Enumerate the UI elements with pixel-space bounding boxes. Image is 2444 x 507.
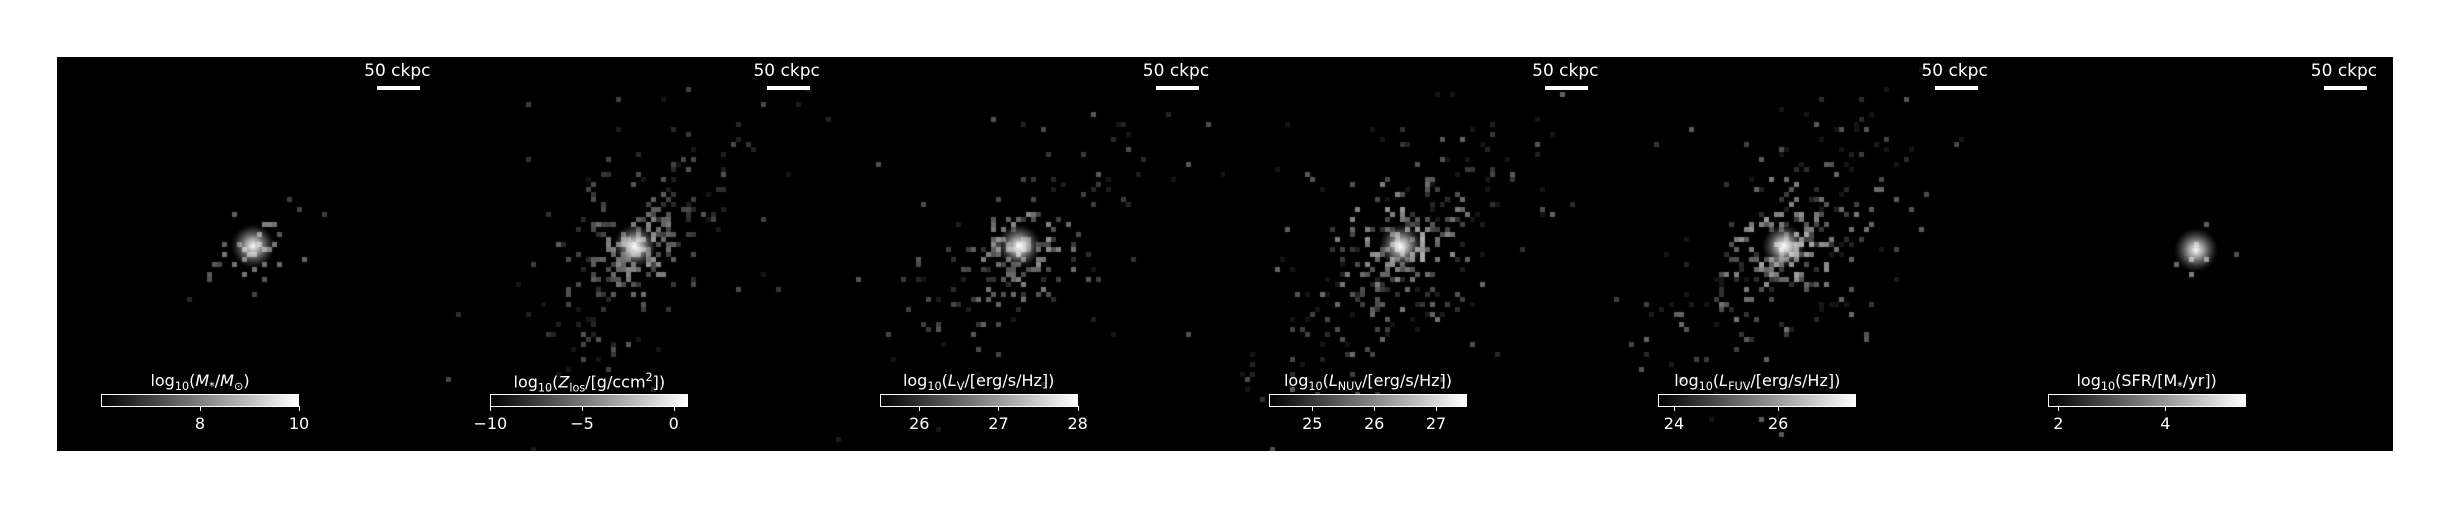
scale-bar bbox=[1155, 86, 1199, 90]
colorbar-title: log10(LFUV/[erg/s/Hz]) bbox=[1674, 371, 1841, 394]
colorbar-title: log10(SFR/[M*/yr]) bbox=[2076, 371, 2217, 394]
colorbar-tick-label: 27 bbox=[1425, 414, 1447, 433]
sfr-map bbox=[2003, 57, 2393, 451]
fuv-map bbox=[1614, 57, 2004, 451]
colorbar-title: log10(LNUV/[erg/s/Hz]) bbox=[1283, 371, 1452, 394]
colorbar-tick bbox=[998, 406, 1000, 411]
scale-bar-label: 50 ckpc bbox=[1532, 61, 1599, 81]
colorbar-tick bbox=[490, 406, 492, 411]
nuv-map bbox=[1224, 57, 1614, 451]
colorbar-tick-label: 2 bbox=[2053, 414, 2064, 433]
colorbar-tick-label: 25 bbox=[1302, 414, 1323, 433]
colorbar-tick-label: 0 bbox=[668, 414, 679, 433]
colorbar-title: log10(Zlos/[g/ccm2]) bbox=[513, 371, 666, 395]
scale-bar bbox=[2323, 86, 2367, 90]
colorbar-tick bbox=[581, 406, 583, 411]
scale-bar-label: 50 ckpc bbox=[2310, 61, 2378, 81]
colorbar-tick-label: −10 bbox=[473, 414, 508, 433]
colorbar-ticks: −10 −5 0 bbox=[473, 406, 688, 436]
colorbar-tick bbox=[2058, 406, 2060, 411]
colorbar-tick-label: 24 bbox=[1663, 414, 1685, 433]
panel-v-band: 50 ckpc log10(LV/[erg/s/Hz]) 26 27 28 bbox=[835, 57, 1225, 451]
colorbar-ticks: 25 26 27 bbox=[1269, 406, 1467, 436]
scale-bar bbox=[377, 86, 421, 90]
scale-bar-label: 50 ckpc bbox=[1921, 61, 1988, 81]
colorbar bbox=[879, 394, 1078, 407]
panel-fuv: 50 ckpc log10(LFUV/[erg/s/Hz]) 24 26 bbox=[1614, 57, 2004, 451]
colorbar-title: log10(LV/[erg/s/Hz]) bbox=[902, 371, 1055, 394]
colorbar-tick bbox=[1778, 406, 1780, 411]
colorbar bbox=[1658, 394, 1857, 407]
colorbar-tick bbox=[299, 406, 300, 411]
colorbar-ticks: 8 10 bbox=[101, 406, 309, 436]
colorbar bbox=[1268, 394, 1467, 407]
image-strip: 50 ckpc log10(M*/M⊙) 8 10 50 ckpc log10(Z… bbox=[57, 57, 2393, 451]
colorbar-tick bbox=[919, 406, 921, 411]
panel-metallicity: 50 ckpc log10(Zlos/[g/ccm2]) −10 −5 0 bbox=[446, 57, 836, 451]
colorbar-ticks: 24 26 bbox=[1658, 406, 1856, 436]
stellar-mass-map bbox=[57, 57, 446, 451]
colorbar bbox=[2047, 394, 2246, 407]
scale-bar bbox=[766, 86, 810, 90]
v-band-map bbox=[835, 57, 1225, 451]
colorbar-tick bbox=[2165, 406, 2167, 411]
colorbar-tick bbox=[1673, 406, 1675, 411]
scale-bar-label: 50 ckpc bbox=[753, 61, 820, 81]
scale-bar bbox=[1934, 86, 1978, 90]
colorbar-tick-label: 26 bbox=[1363, 414, 1385, 433]
colorbar-tick bbox=[1374, 406, 1376, 411]
colorbar-title: log10(M*/M⊙) bbox=[150, 371, 250, 394]
colorbar-tick-label: 28 bbox=[1067, 414, 1088, 433]
colorbar-tick-label: 10 bbox=[288, 414, 310, 433]
metallicity-map bbox=[446, 57, 836, 451]
colorbar-tick-label: 27 bbox=[988, 414, 1009, 433]
scale-bar bbox=[1545, 86, 1589, 90]
colorbar-tick bbox=[1436, 406, 1438, 411]
scale-bar-label: 50 ckpc bbox=[364, 61, 431, 81]
panel-stellar-mass: 50 ckpc log10(M*/M⊙) 8 10 bbox=[57, 57, 447, 451]
colorbar-tick-label: 8 bbox=[194, 414, 206, 433]
colorbar-tick-label: 4 bbox=[2160, 414, 2171, 433]
colorbar-tick bbox=[1312, 406, 1314, 411]
colorbar-tick bbox=[673, 406, 675, 411]
panel-nuv: 50 ckpc log10(LNUV/[erg/s/Hz]) 25 26 27 bbox=[1224, 57, 1615, 451]
colorbar-tick-label: 26 bbox=[909, 414, 930, 433]
colorbar-tick-label: −5 bbox=[570, 414, 594, 433]
scale-bar-label: 50 ckpc bbox=[1142, 61, 1210, 81]
colorbar-tick bbox=[1077, 406, 1079, 411]
colorbar-tick-label: 26 bbox=[1767, 414, 1789, 433]
colorbar-tick bbox=[200, 406, 201, 411]
colorbar bbox=[490, 394, 689, 407]
colorbar-ticks: 26 27 28 bbox=[880, 406, 1088, 436]
